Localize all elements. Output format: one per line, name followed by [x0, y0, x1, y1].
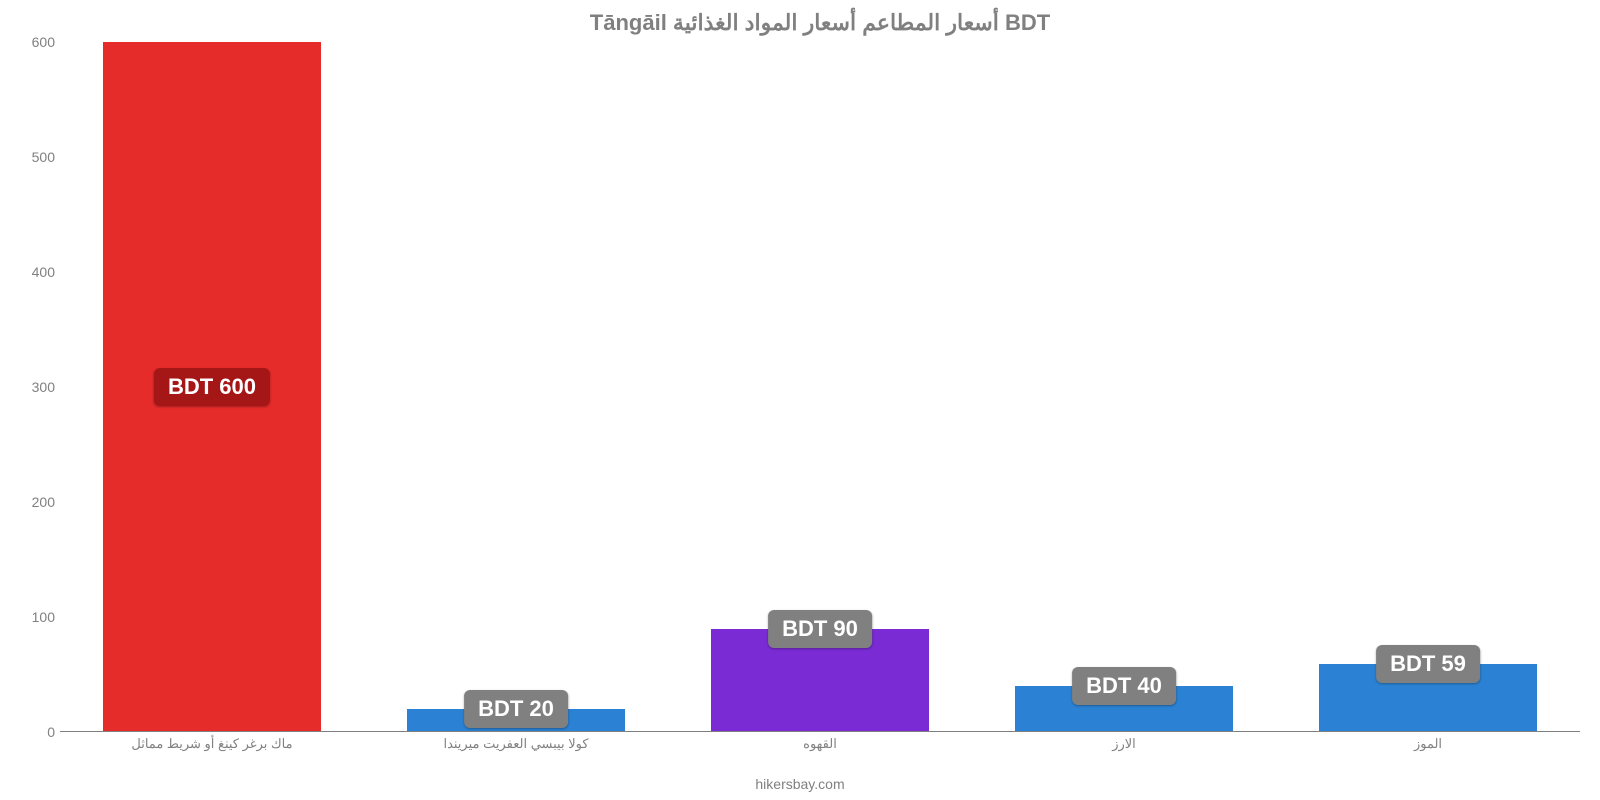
- y-tick: 100: [32, 609, 55, 625]
- value-badge: BDT 90: [768, 610, 872, 648]
- x-axis-labels: ماك برغر كينغ أو شريط مماثلكولا بيبسي ال…: [60, 736, 1580, 752]
- bar: BDT 59: [1319, 664, 1538, 732]
- x-axis-label: كولا بيبسي العفريت ميريندا: [364, 736, 668, 752]
- value-badge: BDT 59: [1376, 645, 1480, 683]
- bar: BDT 40: [1015, 686, 1234, 732]
- y-tick: 600: [32, 34, 55, 50]
- x-axis-label: الارز: [972, 736, 1276, 752]
- bar-slot: BDT 59: [1276, 42, 1580, 732]
- bar: BDT 600: [103, 42, 322, 732]
- y-axis: 0100200300400500600: [10, 42, 55, 732]
- value-badge: BDT 40: [1072, 667, 1176, 705]
- bars-container: BDT 600 BDT 20 BDT 90 BDT 40 BDT 59: [60, 42, 1580, 732]
- price-bar-chart: Tāngāil أسعار المطاعم أسعار المواد الغذا…: [0, 0, 1600, 800]
- bar: BDT 90: [711, 629, 930, 733]
- value-badge: BDT 600: [154, 368, 270, 406]
- y-tick: 500: [32, 149, 55, 165]
- x-axis-line: [60, 731, 1580, 732]
- credit-text: hikersbay.com: [0, 776, 1600, 792]
- plot-area: 0100200300400500600 BDT 600BDT 20BDT 90B…: [60, 42, 1580, 732]
- x-axis-label: الموز: [1276, 736, 1580, 752]
- chart-title: Tāngāil أسعار المطاعم أسعار المواد الغذا…: [60, 10, 1580, 36]
- value-badge: BDT 20: [464, 690, 568, 728]
- bar-slot: BDT 20: [364, 42, 668, 732]
- y-tick: 200: [32, 494, 55, 510]
- bar-slot: BDT 600: [60, 42, 364, 732]
- y-tick: 400: [32, 264, 55, 280]
- bar-slot: BDT 90: [668, 42, 972, 732]
- bar-slot: BDT 40: [972, 42, 1276, 732]
- x-axis-label: القهوه: [668, 736, 972, 752]
- y-tick: 0: [47, 724, 55, 740]
- y-tick: 300: [32, 379, 55, 395]
- x-axis-label: ماك برغر كينغ أو شريط مماثل: [60, 736, 364, 752]
- bar: BDT 20: [407, 709, 626, 732]
